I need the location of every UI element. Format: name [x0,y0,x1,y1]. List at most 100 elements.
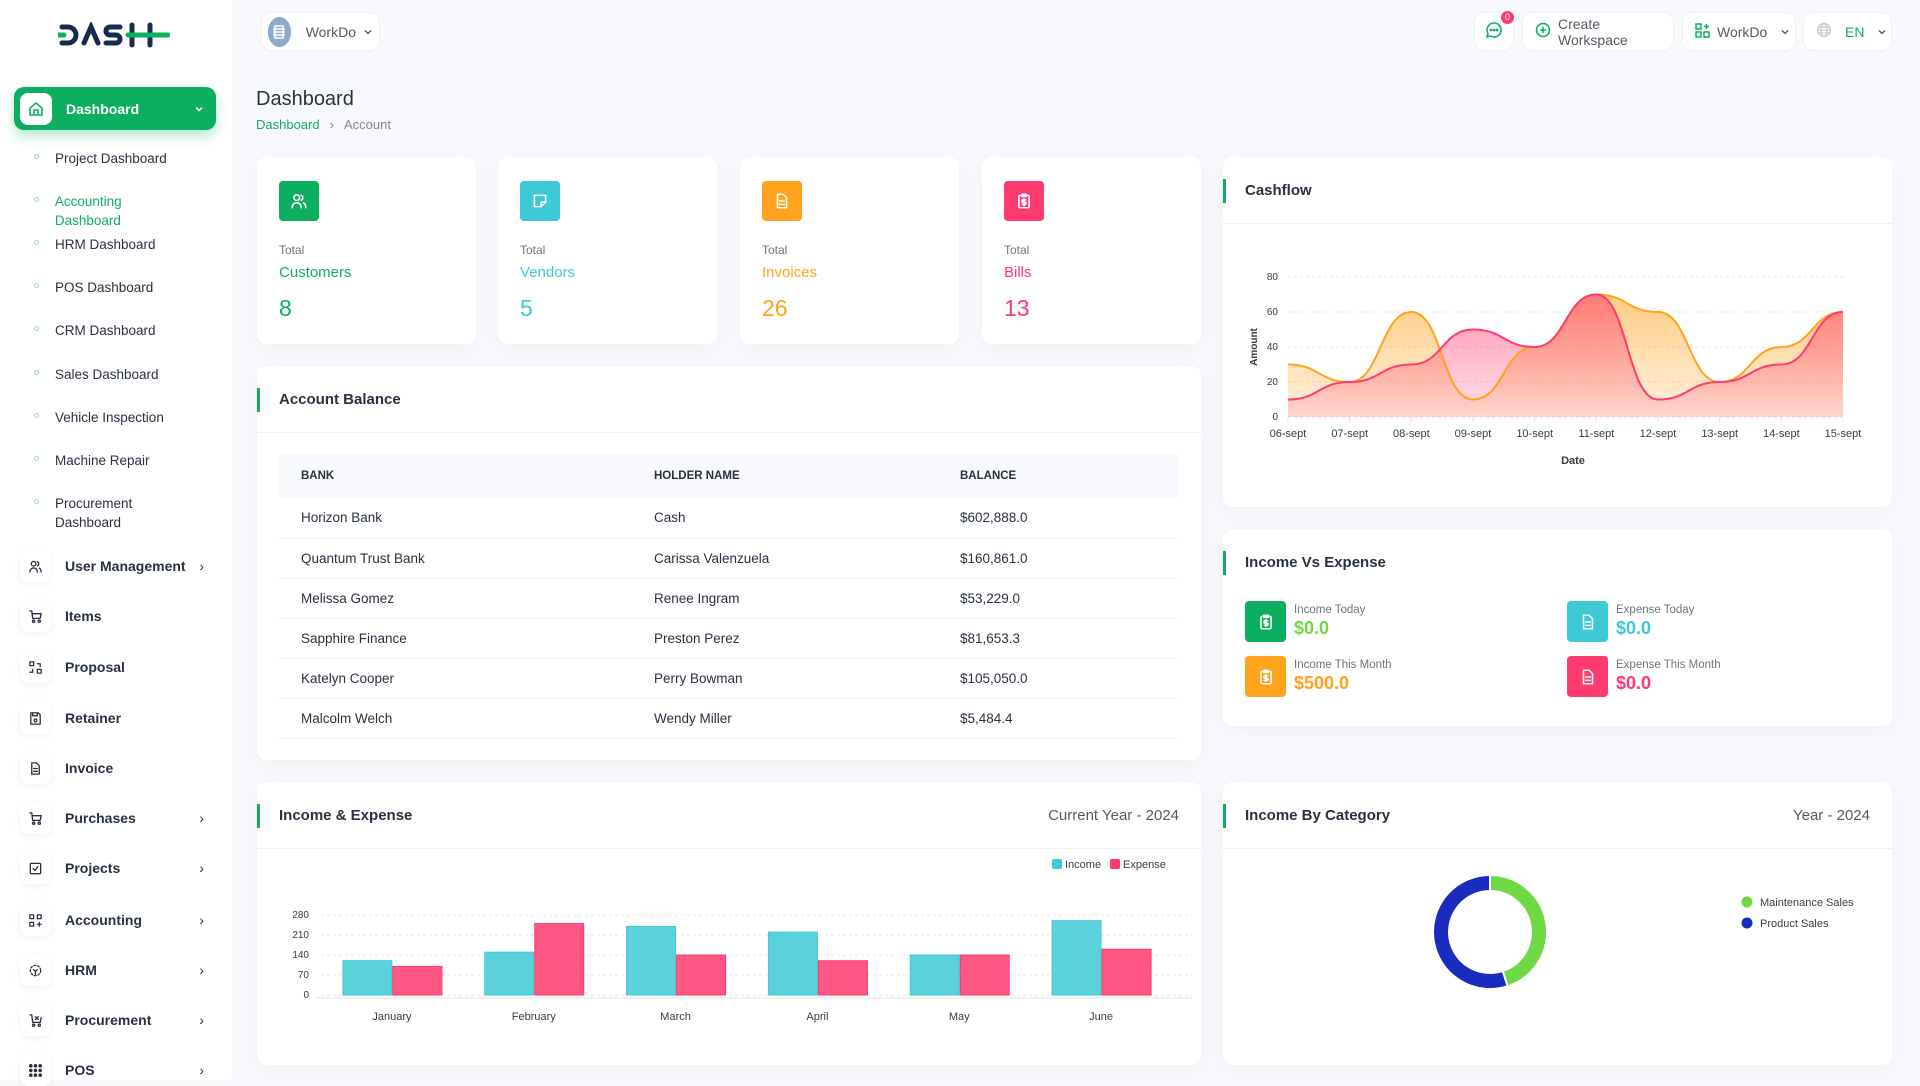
sidebar-item[interactable]: Accounting › [20,904,210,936]
stat-label: Income Today [1294,604,1366,616]
stat-card-vendors[interactable]: Total Vendors 5 [498,157,717,344]
column-header: BALANCE [938,454,1179,498]
y-tick-label: 60 [1267,307,1279,318]
sidebar-item-label: HRM [65,962,97,978]
globe-icon [1816,22,1832,41]
table-cell: $105,050.0 [938,658,1179,699]
sidebar-subitem-label: Machine Repair [55,453,150,468]
bullet-icon [34,154,39,159]
workspace-switcher-label: WorkDo [1717,23,1768,40]
clipboard-dollar-icon [1004,181,1044,221]
create-workspace-button[interactable]: Create Workspace [1522,12,1674,51]
card-title: Cashflow [1245,181,1312,199]
sidebar-item[interactable]: User Management › [20,550,210,582]
bar-expense [817,960,868,996]
legend-marker [1052,859,1062,869]
legend-marker [1741,917,1753,929]
sidebar-item[interactable]: POS › [20,1054,210,1086]
sidebar-subitem-label: Accounting Dashboard [54,194,122,228]
stat-total-label: Total [762,243,788,257]
procurement-icon [20,1004,51,1036]
income-expense-stat: Income This Month $500.0 [1245,656,1392,697]
x-tick-label: 07-sept [1331,428,1368,440]
bar-income [342,960,393,996]
chevron-down-icon [1877,24,1887,40]
series-line [1287,293,1844,401]
sidebar-item[interactable]: Invoice [20,752,210,784]
cart-icon [20,802,51,834]
sidebar-subitem[interactable]: Project Dashboard [34,149,184,168]
bar-expense [534,923,585,996]
sidebar-subitem[interactable]: Vehicle Inspection [34,408,184,427]
sidebar-item[interactable]: Items [20,600,210,632]
card-header: Income By Category Year - 2024 [1223,782,1892,849]
table-row: Melissa Gomez Renee Ingram $53,229.0 [279,578,1179,619]
income-by-category-card: Income By Category Year - 2024 Maintenanc… [1223,782,1892,1065]
stat-value: 5 [520,295,533,321]
stat-card-customers[interactable]: Total Customers 8 [257,157,476,344]
stat-card-bills[interactable]: Total Bills 13 [982,157,1201,344]
sidebar-subitem[interactable]: Procurement Dashboard [34,494,184,532]
sidebar-subitem[interactable]: HRM Dashboard [34,235,184,254]
sidebar-item-label: Projects [65,860,121,876]
slice-separator [1501,970,1509,987]
bar-income [1051,920,1102,996]
workspace-dropdown[interactable]: WorkDo [261,12,380,51]
sidebar-item[interactable]: Projects › [20,852,210,884]
language-dropdown[interactable]: EN [1803,12,1892,51]
sidebar-subitem-label: Sales Dashboard [55,367,159,382]
table-cell: Wendy Miller [632,698,938,739]
table-cell: Cash [632,498,938,539]
bar-income [909,954,960,996]
account-balance-card: Account Balance BANK HOLDER NAME BALANCE Ho… [257,366,1201,760]
y-axis-label: Amount [1249,327,1260,365]
x-tick-label: May [949,1011,970,1023]
bar-income [767,931,818,996]
donut-slice [1434,876,1508,988]
sidebar-item[interactable]: Proposal [20,651,210,683]
sidebar-item-dashboard[interactable]: Dashboard [14,87,216,130]
logo[interactable] [55,20,171,53]
messages-button[interactable]: 0 [1474,11,1514,51]
sidebar-item[interactable]: Procurement › [20,1004,210,1036]
legend-marker [1741,896,1753,908]
plus-circle-icon [1535,22,1551,41]
sidebar-item[interactable]: Retainer [20,702,210,734]
users-icon [279,181,319,221]
column-header: BANK [279,454,632,498]
apps-icon [20,904,51,936]
y-tick-label: 70 [298,970,310,981]
series-area [1288,294,1843,417]
x-tick-label: 06-sept [1270,428,1307,440]
file-invoice-icon [1567,656,1608,697]
sidebar-subitem[interactable]: Sales Dashboard [34,365,184,384]
income-by-category-donut: Maintenance Sales Product Sales [1434,875,1854,988]
bar-expense [1101,948,1152,996]
users-icon [20,550,51,582]
breadcrumb: Dashboard › Account [256,117,391,132]
cashflow-area-chart: 0 20 40 60 80 06-sept 07-sept 08-sept 09-sept 10-… [1249,272,1861,467]
stat-card-invoices[interactable]: Total Invoices 26 [740,157,959,344]
sidebar-item[interactable]: HRM › [20,954,210,986]
legend-label: Product Sales [1760,918,1829,930]
legend-label: Expense [1123,859,1166,871]
file-invoice-icon [20,752,51,784]
table-cell: Malcolm Welch [279,698,632,739]
sidebar-subitem[interactable]: CRM Dashboard [34,321,184,340]
income-expense-stat: Expense Today $0.0 [1567,601,1694,642]
bullet-icon [34,370,39,375]
x-tick-label: April [806,1011,828,1023]
sidebar-subitem-label: Project Dashboard [55,151,167,166]
table-cell: Quantum Trust Bank [279,538,632,579]
workspace-switcher[interactable]: WorkDo [1682,12,1796,51]
sidebar-item[interactable]: Purchases › [20,802,210,834]
sidebar-subitem[interactable]: Accounting Dashboard [34,192,184,230]
stat-value: 26 [762,295,788,321]
sidebar-subitem-label: POS Dashboard [55,280,154,295]
sidebar-subitem[interactable]: Machine Repair [34,451,184,470]
sidebar-subitem-label: HRM Dashboard [55,237,156,252]
page-title: Dashboard [256,88,354,110]
sidebar-subitem[interactable]: POS Dashboard [34,278,184,297]
breadcrumb-dashboard[interactable]: Dashboard [256,117,320,132]
y-tick-label: 0 [303,990,309,1001]
